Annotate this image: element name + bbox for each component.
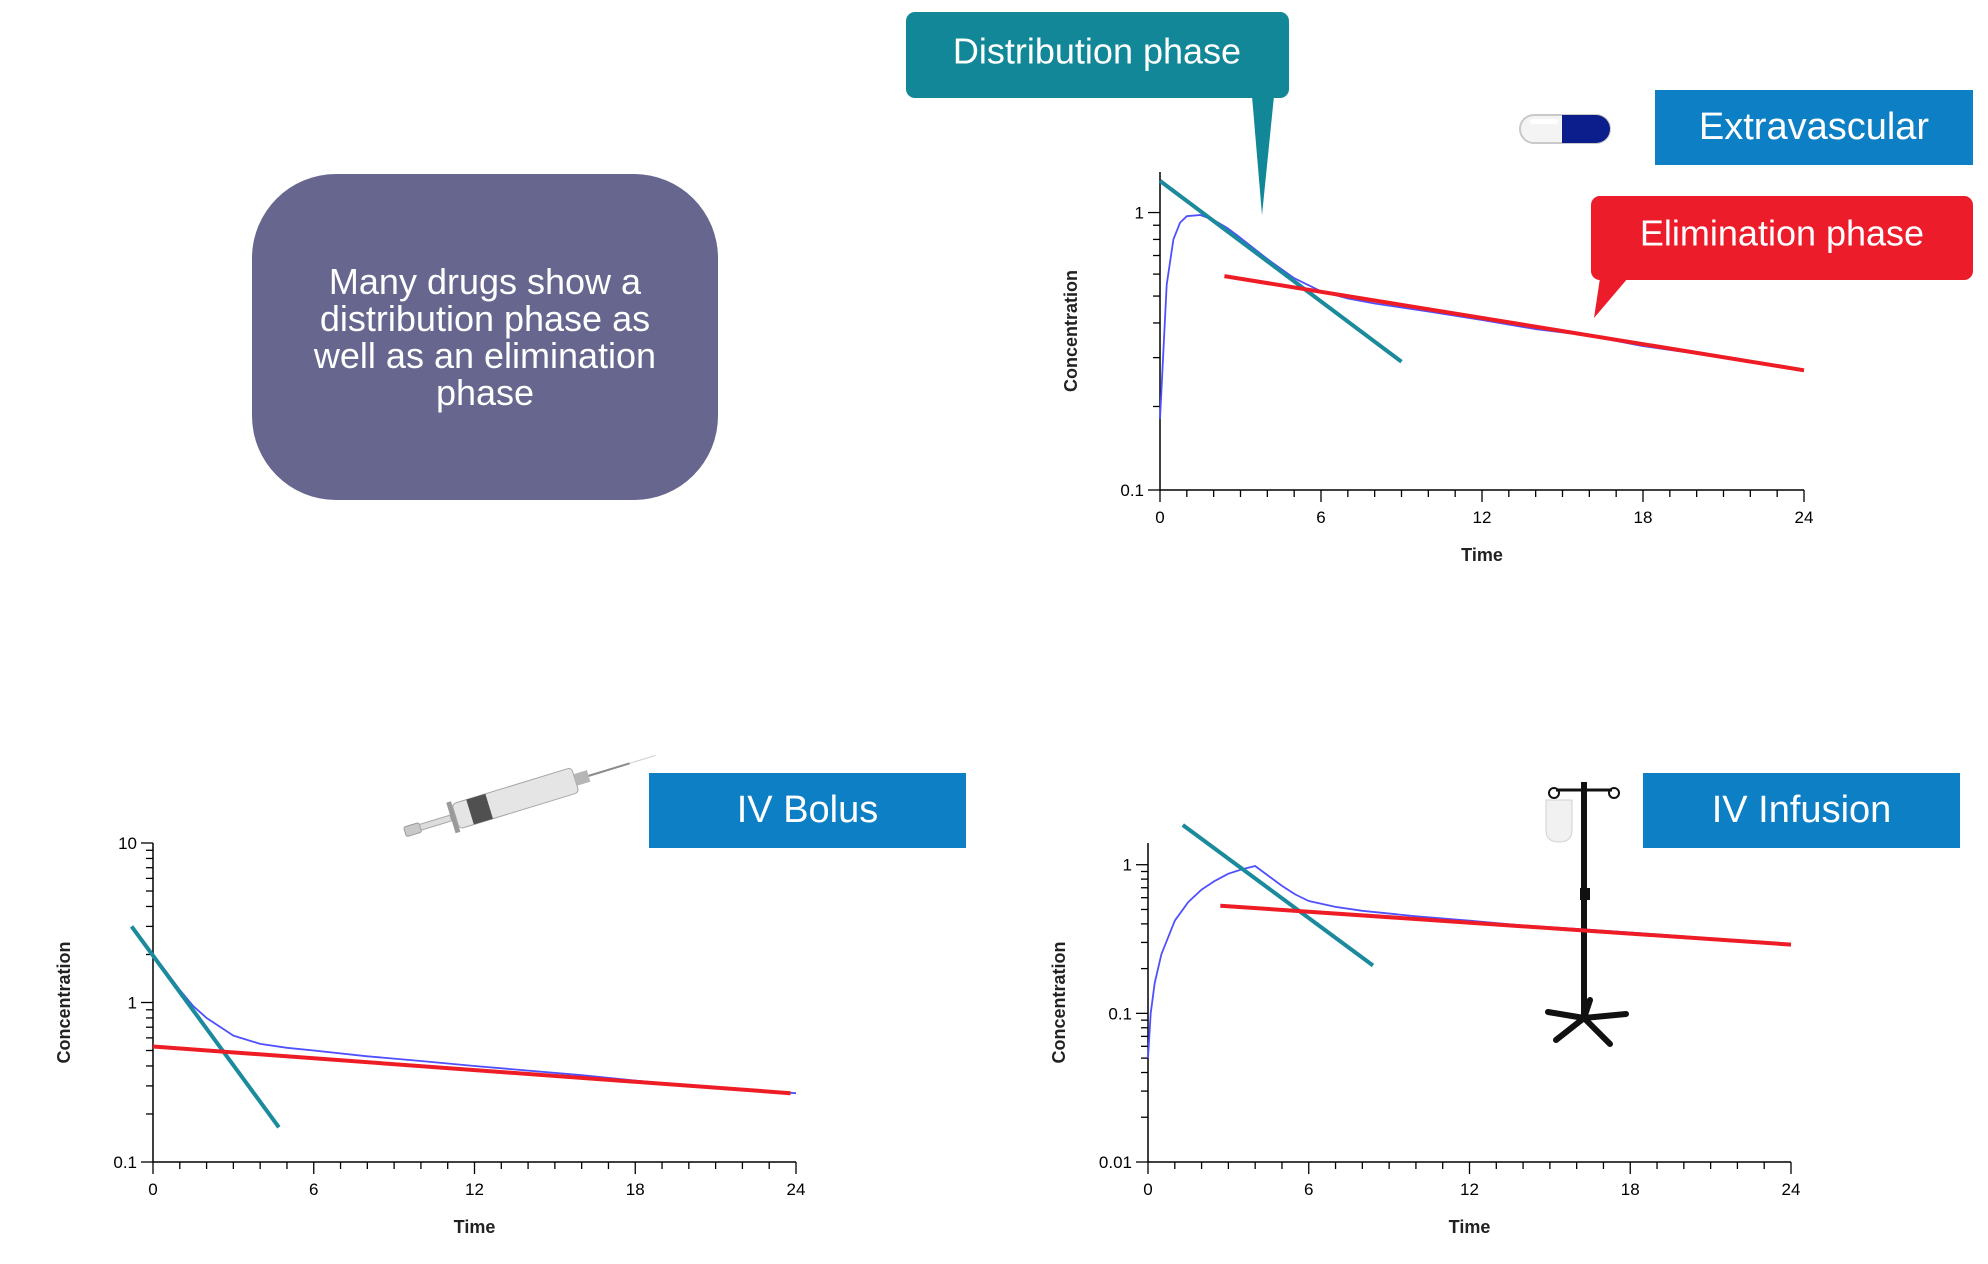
x-axis-label: Time [1461, 545, 1503, 565]
x-tick-label: 0 [1155, 508, 1164, 527]
elimination-line [1224, 274, 1805, 373]
x-tick-label: 12 [1460, 1180, 1479, 1199]
y-tick-label: 1 [1135, 204, 1144, 223]
y-tick-label: 0.1 [1108, 1004, 1132, 1023]
y-axis-label: Concentration [1061, 270, 1081, 392]
syringe-icon [403, 754, 656, 837]
elimination-phase-label: Elimination phase [1640, 213, 1924, 254]
capsule-icon [1519, 114, 1611, 144]
y-tick-label: 1 [1123, 856, 1132, 875]
y-tick-label: 0.1 [113, 1153, 137, 1172]
x-tick-label: 18 [626, 1180, 645, 1199]
x-tick-label: 18 [1634, 508, 1653, 527]
x-tick-label: 6 [309, 1180, 318, 1199]
y-axis-label: Concentration [1049, 941, 1069, 1063]
concentration-curve [152, 953, 797, 1095]
chart-title-iv-bolus: IV Bolus [649, 773, 966, 848]
x-tick-label: 6 [1304, 1180, 1313, 1199]
iv-stand-icon [1545, 782, 1629, 1047]
info-box: Many drugs show a distribution phase as … [252, 174, 718, 500]
x-tick-label: 0 [148, 1180, 157, 1199]
distribution-line [1158, 179, 1403, 364]
concentration-curve [1147, 865, 1792, 1059]
y-tick-label: 0.01 [1099, 1153, 1132, 1172]
x-tick-label: 24 [787, 1180, 806, 1199]
distribution-line [129, 925, 281, 1129]
x-tick-label: 24 [1782, 1180, 1801, 1199]
x-axis-label: Time [1449, 1217, 1491, 1237]
info-text: Many drugs show a distribution phase as … [313, 261, 657, 413]
y-axis-label: Concentration [54, 941, 74, 1063]
chart-iv-bolus: 0 6 12 18 24 0.1 1 10 Time Concentration [54, 834, 805, 1237]
x-tick-label: 6 [1316, 508, 1325, 527]
x-tick-label: 18 [1621, 1180, 1640, 1199]
y-tick-label: 0.1 [1120, 481, 1144, 500]
y-tick-label: 1 [128, 994, 137, 1013]
elimination-line [152, 1044, 791, 1096]
chart-title-extravascular: Extravascular [1655, 90, 1973, 165]
x-tick-label: 12 [465, 1180, 484, 1199]
x-tick-label: 12 [1473, 508, 1492, 527]
x-axis-label: Time [454, 1217, 496, 1237]
elimination-line [1220, 903, 1792, 947]
chart-iv-infusion: 0 6 12 18 24 0.01 0.1 1 Time Concentration [1049, 823, 1801, 1237]
distribution-line [1181, 823, 1375, 968]
distribution-phase-label: Distribution phase [953, 31, 1241, 72]
elimination-phase-callout: Elimination phase [1591, 196, 1973, 318]
chart-extravascular: 0 6 12 18 24 0.1 1 Time Concentration [1061, 172, 1813, 565]
distribution-phase-callout: Distribution phase [906, 12, 1289, 215]
y-tick-label: 10 [118, 834, 137, 853]
x-tick-label: 0 [1143, 1180, 1152, 1199]
x-tick-label: 24 [1795, 508, 1814, 527]
chart-title-iv-infusion: IV Infusion [1643, 773, 1960, 848]
